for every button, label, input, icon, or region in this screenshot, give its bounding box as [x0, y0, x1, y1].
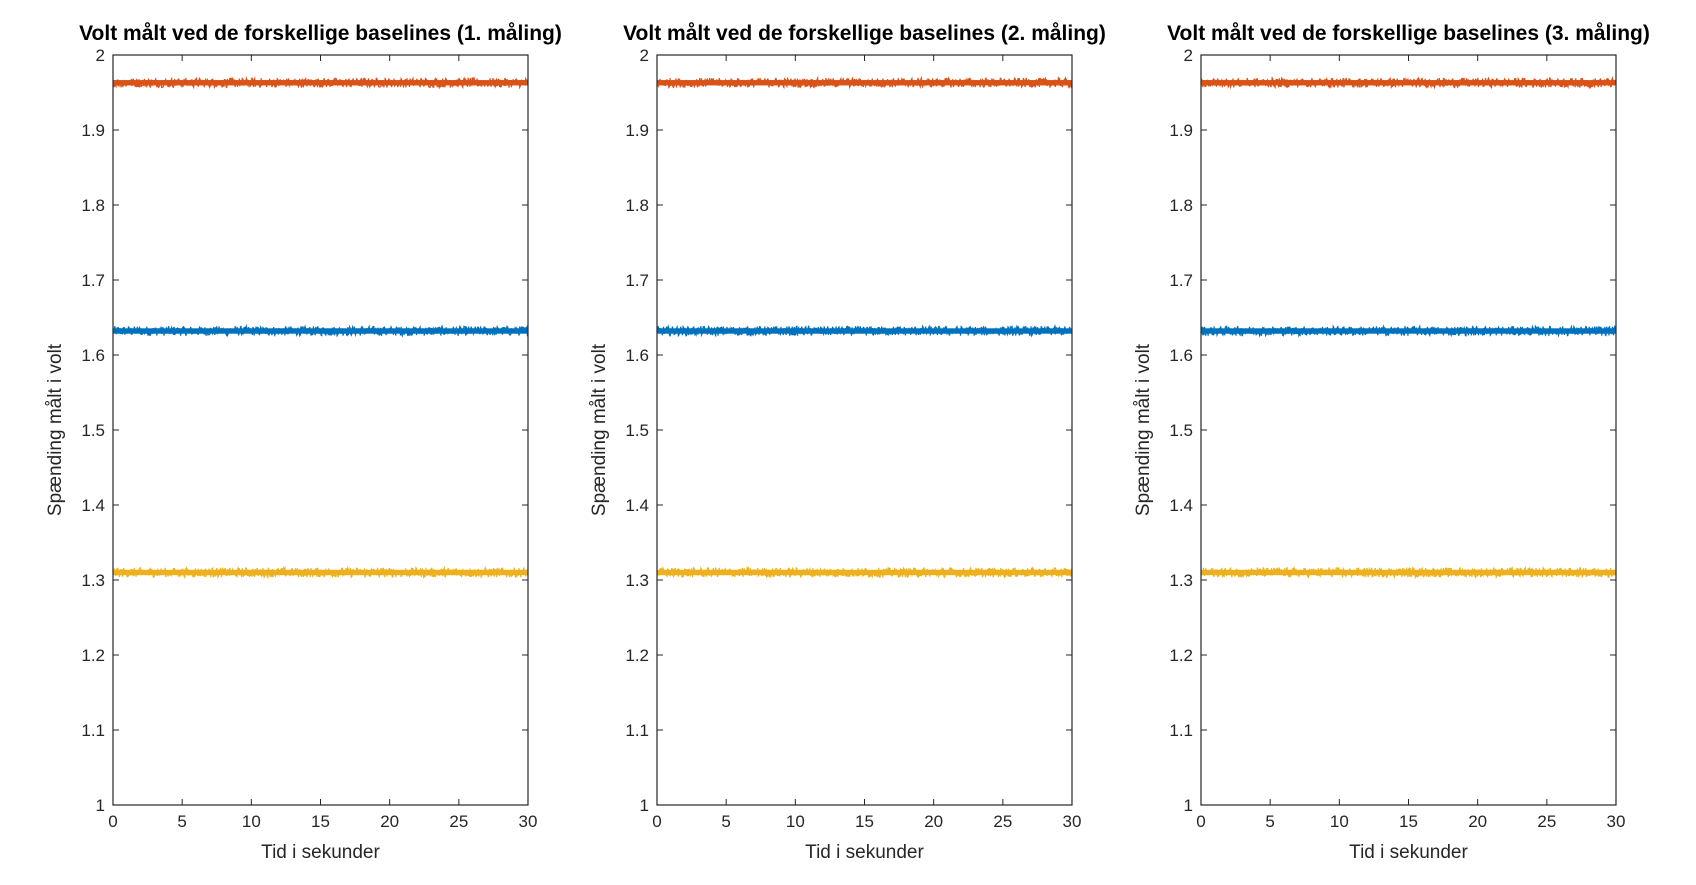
y-tick-label: 1.3 — [81, 571, 105, 590]
y-tick-label: 1.9 — [1169, 121, 1193, 140]
chart-title: Volt målt ved de forskellige baselines (… — [623, 22, 1106, 45]
y-tick-label: 1.2 — [1169, 646, 1193, 665]
y-tick-label: 1.9 — [625, 121, 649, 140]
y-axis-label: Spænding målt i volt — [45, 343, 66, 516]
x-tick-label: 25 — [449, 812, 468, 831]
y-tick-label: 1.6 — [81, 346, 105, 365]
y-tick-label: 1.3 — [1169, 571, 1193, 590]
y-tick-label: 1.7 — [625, 271, 649, 290]
x-tick-label: 20 — [380, 812, 399, 831]
x-tick-label: 25 — [1537, 812, 1556, 831]
y-tick-label: 1 — [1184, 796, 1193, 815]
series-line — [1200, 324, 1617, 338]
x-tick-label: 5 — [721, 812, 730, 831]
y-tick-label: 1.5 — [1169, 421, 1193, 440]
y-tick-label: 1.3 — [625, 571, 649, 590]
subplot-2: 11.11.21.31.41.51.61.71.81.920 5 10 15 20 25 3… — [589, 22, 1106, 863]
y-tick-label: 1.7 — [1169, 271, 1193, 290]
y-tick-label: 1.6 — [625, 346, 649, 365]
series-line — [1200, 75, 1617, 90]
series-band — [113, 328, 528, 334]
series-band — [113, 569, 528, 576]
y-tick-label: 1.1 — [1169, 721, 1193, 740]
x-tick-label: 30 — [519, 812, 538, 831]
x-axis-label: Tid i sekunder — [805, 842, 924, 863]
x-tick-label: 0 — [652, 812, 661, 831]
y-tick-label: 1.1 — [625, 721, 649, 740]
y-tick-label: 1.4 — [81, 496, 105, 515]
y-tick-label: 1.8 — [81, 196, 105, 215]
series-line — [112, 323, 529, 338]
y-tick-label: 1.2 — [625, 646, 649, 665]
chart-title: Volt målt ved de forskellige baselines (… — [1167, 22, 1650, 45]
x-tick-label: 30 — [1063, 812, 1082, 831]
x-tick-label: 15 — [311, 812, 330, 831]
plot-area — [657, 55, 1072, 805]
y-tick-label: 1.5 — [81, 421, 105, 440]
y-tick-label: 1.4 — [625, 496, 649, 515]
y-tick-label: 1 — [640, 796, 649, 815]
y-tick-label: 2 — [96, 46, 105, 65]
series-line — [1200, 565, 1617, 580]
y-tick-label: 1.5 — [625, 421, 649, 440]
series-band — [1201, 80, 1616, 86]
series-line — [112, 565, 529, 580]
y-axis-label: Spænding målt i volt — [589, 343, 610, 516]
x-axis-label: Tid i sekunder — [261, 842, 380, 863]
y-tick-label: 1.4 — [1169, 496, 1193, 515]
series-band — [1201, 328, 1616, 334]
x-tick-label: 10 — [242, 812, 261, 831]
y-tick-label: 1.7 — [81, 271, 105, 290]
y-tick-label: 1.8 — [1169, 196, 1193, 215]
series-band — [113, 80, 528, 86]
y-axis-label: Spænding målt i volt — [1133, 343, 1154, 516]
x-tick-label: 30 — [1607, 812, 1626, 831]
series-line — [656, 565, 1073, 579]
series-line — [112, 75, 529, 90]
y-tick-label: 1.6 — [1169, 346, 1193, 365]
series-line — [656, 324, 1073, 338]
y-tick-label: 1.9 — [81, 121, 105, 140]
x-tick-label: 15 — [855, 812, 874, 831]
y-tick-label: 1.2 — [81, 646, 105, 665]
y-tick-label: 1.1 — [81, 721, 105, 740]
x-tick-label: 10 — [1330, 812, 1349, 831]
series-band — [1201, 569, 1616, 576]
x-axis-label: Tid i sekunder — [1349, 842, 1468, 863]
y-tick-label: 2 — [640, 46, 649, 65]
x-tick-label: 5 — [1265, 812, 1274, 831]
chart-title: Volt målt ved de forskellige baselines (… — [79, 22, 562, 45]
series-line — [656, 75, 1073, 90]
plot-area — [113, 55, 528, 805]
x-tick-label: 0 — [108, 812, 117, 831]
subplot-1: 11.11.21.31.41.51.61.71.81.920 5 10 15 20 25 3… — [45, 22, 562, 863]
x-tick-label: 20 — [924, 812, 943, 831]
y-tick-label: 2 — [1184, 46, 1193, 65]
plot-area — [1201, 55, 1616, 805]
y-tick-label: 1.8 — [625, 196, 649, 215]
x-tick-label: 5 — [177, 812, 186, 831]
y-tick-label: 1 — [96, 796, 105, 815]
x-tick-label: 10 — [786, 812, 805, 831]
subplot-3: 11.11.21.31.41.51.61.71.81.920 5 10 15 20 25 3… — [1133, 22, 1650, 863]
x-tick-label: 15 — [1399, 812, 1418, 831]
x-tick-label: 25 — [993, 812, 1012, 831]
x-tick-label: 0 — [1196, 812, 1205, 831]
series-band — [657, 328, 1072, 334]
series-band — [657, 80, 1072, 86]
x-tick-label: 20 — [1468, 812, 1487, 831]
series-band — [657, 569, 1072, 576]
